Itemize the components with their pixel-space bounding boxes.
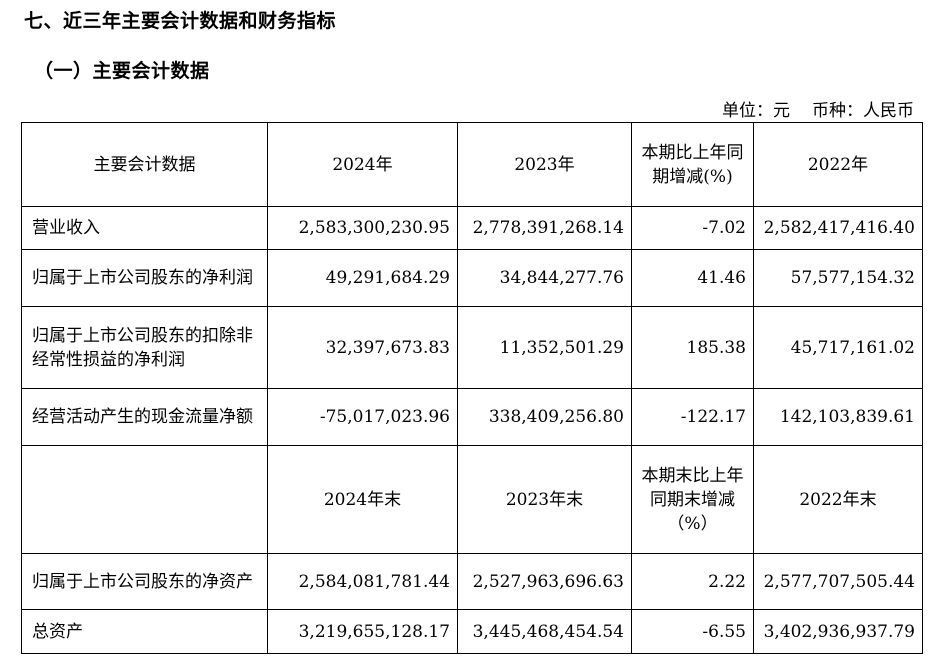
value-2024: 32,397,673.83 bbox=[267, 306, 458, 389]
row-label: 归属于上市公司股东的净资产 bbox=[21, 553, 268, 610]
row-label: 总资产 bbox=[21, 609, 268, 654]
unit-label: 单位：元 bbox=[722, 101, 790, 121]
unit-line: 单位：元 币种：人民币 bbox=[700, 96, 914, 121]
value-change: -6.55 bbox=[631, 609, 754, 654]
section-title: 七、近三年主要会计数据和财务指标 bbox=[24, 10, 337, 32]
header-row: 主要会计数据 2024年 2023年 本期比上年同期增减(%) 2022年 bbox=[21, 122, 923, 207]
value-2023: 3,445,468,454.54 bbox=[457, 609, 632, 654]
header-2023: 2023年 bbox=[457, 122, 632, 207]
value-change: -122.17 bbox=[631, 388, 754, 446]
table-row: 经营活动产生的现金流量净额 -75,017,023.96 338,409,256… bbox=[21, 388, 923, 446]
header-period-end-change: 本期末比上年同期末增减（%） bbox=[631, 445, 754, 554]
header-2024-end: 2024年末 bbox=[267, 445, 458, 554]
value-2024: 3,219,655,128.17 bbox=[267, 609, 458, 654]
value-change: -7.02 bbox=[631, 206, 754, 250]
row-label: 营业收入 bbox=[21, 206, 268, 250]
table-row: 归属于上市公司股东的净资产 2,584,081,781.44 2,527,963… bbox=[21, 553, 923, 610]
table-row: 归属于上市公司股东的净利润 49,291,684.29 34,844,277.7… bbox=[21, 249, 923, 307]
value-change: 2.22 bbox=[631, 553, 754, 610]
value-2022: 142,103,839.61 bbox=[753, 388, 923, 446]
value-change: 185.38 bbox=[631, 306, 754, 389]
header-row-period-end: 2024年末 2023年末 本期末比上年同期末增减（%） 2022年末 bbox=[21, 445, 923, 554]
table-row: 总资产 3,219,655,128.17 3,445,468,454.54 -6… bbox=[21, 609, 923, 654]
row-label: 归属于上市公司股东的扣除非经常性损益的净利润 bbox=[21, 306, 268, 389]
value-2022: 2,577,707,505.44 bbox=[753, 553, 923, 610]
header-2022-end: 2022年末 bbox=[753, 445, 923, 554]
value-2024: 49,291,684.29 bbox=[267, 249, 458, 307]
value-2022: 2,582,417,416.40 bbox=[753, 206, 923, 250]
header-2022: 2022年 bbox=[753, 122, 923, 207]
value-2023: 2,527,963,696.63 bbox=[457, 553, 632, 610]
row-label: 经营活动产生的现金流量净额 bbox=[21, 388, 268, 446]
header-2024: 2024年 bbox=[267, 122, 458, 207]
row-label: 归属于上市公司股东的净利润 bbox=[21, 249, 268, 307]
header-item-empty bbox=[21, 445, 268, 554]
currency-label: 币种：人民币 bbox=[812, 101, 914, 121]
header-item: 主要会计数据 bbox=[21, 122, 268, 207]
value-2024: 2,584,081,781.44 bbox=[267, 553, 458, 610]
table-row: 营业收入 2,583,300,230.95 2,778,391,268.14 -… bbox=[21, 206, 923, 250]
value-2023: 2,778,391,268.14 bbox=[457, 206, 632, 250]
value-2023: 338,409,256.80 bbox=[457, 388, 632, 446]
value-2022: 3,402,936,937.79 bbox=[753, 609, 923, 654]
header-2023-end: 2023年末 bbox=[457, 445, 632, 554]
value-2024: 2,583,300,230.95 bbox=[267, 206, 458, 250]
accounting-data-table: 主要会计数据 2024年 2023年 本期比上年同期增减(%) 2022年 营业… bbox=[21, 122, 923, 654]
value-change: 41.46 bbox=[631, 249, 754, 307]
subsection-title: （一）主要会计数据 bbox=[34, 60, 210, 82]
value-2022: 57,577,154.32 bbox=[753, 249, 923, 307]
value-2023: 34,844,277.76 bbox=[457, 249, 632, 307]
value-2023: 11,352,501.29 bbox=[457, 306, 632, 389]
value-2024: -75,017,023.96 bbox=[267, 388, 458, 446]
table-row: 归属于上市公司股东的扣除非经常性损益的净利润 32,397,673.83 11,… bbox=[21, 306, 923, 389]
header-yoy-change: 本期比上年同期增减(%) bbox=[631, 122, 754, 207]
value-2022: 45,717,161.02 bbox=[753, 306, 923, 389]
